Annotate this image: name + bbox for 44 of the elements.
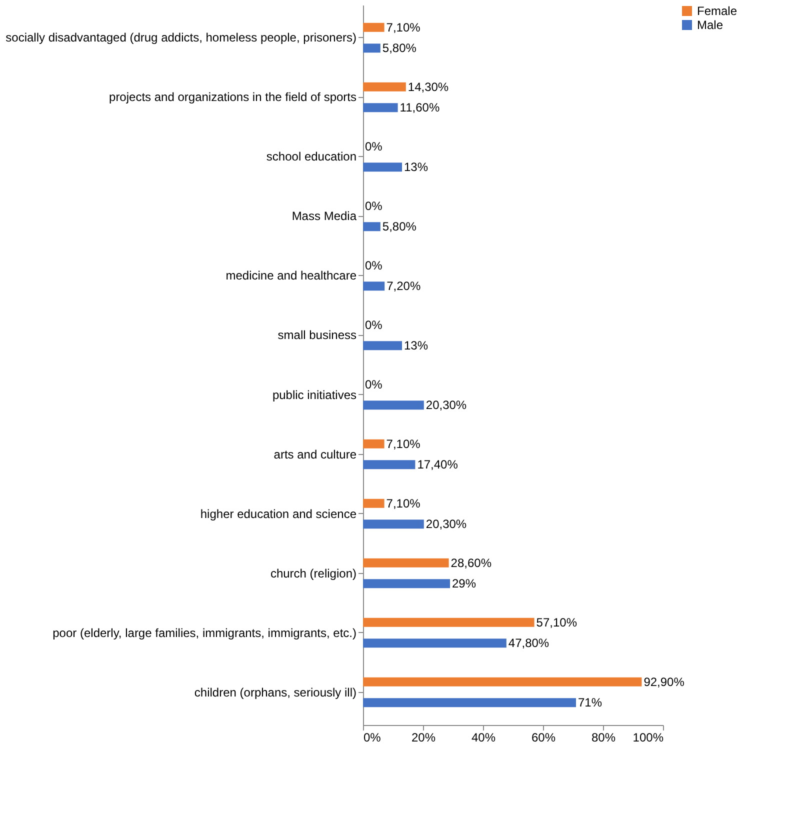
y-tick-label: projects and organizations in the field of sports bbox=[109, 90, 356, 104]
x-tick-label: 60% bbox=[531, 730, 556, 744]
y-tick-label: church (religion) bbox=[270, 566, 356, 580]
x-tick-label: 20% bbox=[411, 730, 436, 744]
x-tick-label: 100% bbox=[632, 730, 664, 744]
data-label: 28,60% bbox=[450, 556, 492, 570]
data-label: 14,30% bbox=[408, 80, 449, 94]
data-label: 47,80% bbox=[508, 636, 550, 650]
data-label: 57,10% bbox=[536, 615, 578, 630]
data-label: 0% bbox=[365, 198, 383, 213]
data-label: 11,60% bbox=[400, 100, 440, 115]
y-tick-label: school education bbox=[266, 150, 356, 164]
data-label: 20,30% bbox=[426, 517, 467, 532]
data-label: 7,10% bbox=[386, 436, 421, 451]
x-tick-label: 80% bbox=[591, 730, 616, 744]
data-label: 92,90% bbox=[644, 674, 685, 689]
data-label: 7,20% bbox=[386, 279, 421, 294]
data-label: 20,30% bbox=[426, 398, 467, 412]
y-tick-label: higher education and science bbox=[200, 506, 357, 521]
legend-label: Female bbox=[697, 4, 738, 18]
y-tick-label: small business bbox=[278, 328, 356, 342]
data-label: 5,80% bbox=[382, 220, 417, 234]
y-tick-label: poor (elderly, large families, immigrants, immigrants, etc.) bbox=[52, 626, 356, 640]
data-label: 13% bbox=[404, 338, 428, 353]
data-label: 5,80% bbox=[382, 41, 417, 56]
y-tick-label: public initiatives bbox=[272, 388, 356, 402]
data-label: 0% bbox=[365, 139, 383, 154]
y-tick-label: arts and culture bbox=[274, 447, 357, 462]
y-tick-label: children (orphans, seriously ill) bbox=[194, 685, 356, 700]
legend-label: Male bbox=[697, 18, 724, 32]
data-label: 7,10% bbox=[386, 20, 421, 34]
y-tick-label: medicine and healthcare bbox=[226, 268, 357, 283]
data-label: 17,40% bbox=[417, 458, 458, 472]
data-label: 7,10% bbox=[386, 496, 421, 510]
data-label: 0% bbox=[365, 377, 383, 392]
x-tick-label: 0% bbox=[364, 730, 382, 744]
data-label: 0% bbox=[365, 318, 383, 332]
data-label: 0% bbox=[365, 258, 383, 272]
data-label: 13% bbox=[404, 160, 428, 174]
data-label: 29% bbox=[452, 576, 476, 591]
y-tick-label: socially disadvantaged (drug addicts, homeless people, prisoners) bbox=[6, 30, 357, 45]
x-tick-label: 40% bbox=[471, 730, 496, 744]
data-label: 71% bbox=[578, 696, 602, 710]
y-tick-label: Mass Media bbox=[292, 209, 357, 224]
